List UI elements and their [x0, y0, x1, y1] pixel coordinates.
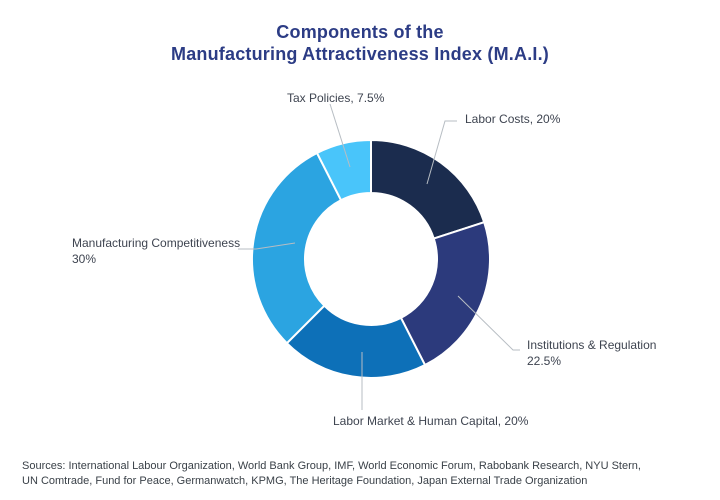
- donut-slice-institutions-regulation: [399, 221, 491, 367]
- leader-line-manufacturing-competitiveness: [238, 242, 296, 250]
- sources-note: Sources: International Labour Organizati…: [22, 459, 698, 489]
- leader-line-institutions-regulation: [457, 295, 520, 351]
- slice-label-tax-policies: Tax Policies, 7.5%: [287, 91, 385, 105]
- leader-line-labor-costs: [426, 120, 457, 185]
- slice-label-labor-costs: Labor Costs, 20%: [465, 112, 561, 126]
- donut-slice-labor-costs: [370, 139, 486, 240]
- leader-lines: [238, 103, 520, 410]
- sources-line2: UN Comtrade, Fund for Peace, Germanwatch…: [22, 475, 588, 487]
- slice-label-institutions-line2: 22.5%: [527, 354, 562, 368]
- slice-label-manufacturing-line2: 30%: [72, 252, 97, 266]
- chart-title: Components of the Manufacturing Attracti…: [0, 21, 720, 65]
- donut-slice-manufacturing-competitiveness: [251, 151, 343, 345]
- slice-label-manufacturing-competitiveness: Manufacturing Competitiveness 30%: [72, 235, 240, 267]
- leader-line-tax-policies: [329, 103, 351, 168]
- slice-label-labor-market: Labor Market & Human Capital, 20%: [333, 414, 529, 428]
- sources-line1: Sources: International Labour Organizati…: [22, 460, 641, 472]
- chart-title-line1: Components of the: [276, 22, 444, 42]
- slice-label-institutions-line1: Institutions & Regulation: [527, 338, 657, 352]
- donut-slices: [251, 139, 491, 379]
- chart-title-line2: Manufacturing Attractiveness Index (M.A.…: [171, 44, 549, 64]
- donut-slice-tax-policies: [315, 139, 372, 202]
- slice-label-institutions-regulation: Institutions & Regulation 22.5%: [527, 337, 656, 369]
- slice-label-manufacturing-line1: Manufacturing Competitiveness: [72, 236, 241, 250]
